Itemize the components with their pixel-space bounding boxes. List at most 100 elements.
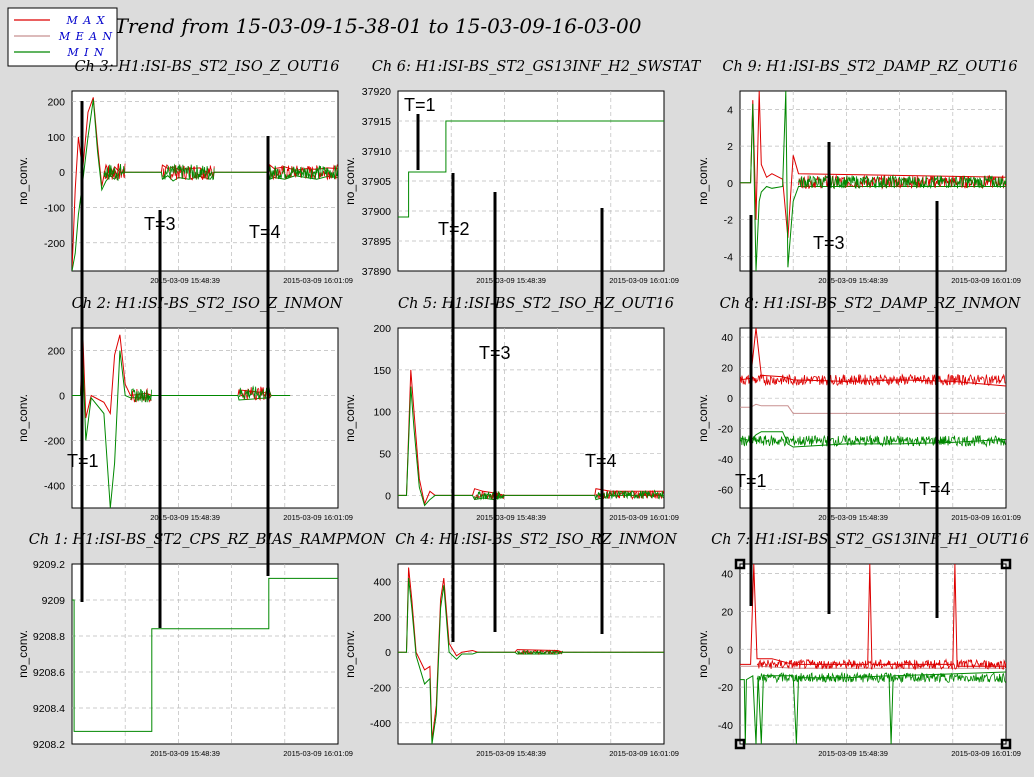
y-tick-label: 400 (373, 577, 391, 589)
x-tick-label: 2015-03-09 16:01:09 (609, 749, 679, 758)
x-tick-label: 2015-03-09 16:01:09 (283, 513, 353, 522)
y-tick-label: 9208.8 (33, 631, 65, 643)
y-tick-label: 9208.4 (33, 703, 65, 715)
y-tick-label: 0 (385, 647, 391, 659)
plot-area (397, 327, 665, 509)
series-min-line (398, 386, 664, 507)
chart-5: Ch 5: H1:ISI-BS_ST2_ISO_RZ_OUT16 200 150 10… (343, 296, 679, 522)
marker-label: T=3 (479, 343, 511, 363)
y-tick-label: 100 (47, 132, 65, 144)
y-tick-label: 37900 (362, 206, 391, 218)
selection-handle (1000, 558, 1012, 570)
chart-6: Ch 8: H1:ISI-BS_ST2_DAMP_RZ_INMON 40 20 0 -2… (696, 296, 1022, 522)
y-tick-label: 200 (373, 612, 391, 624)
legend-box (7, 7, 118, 67)
main-title: Trend from 15-03-09-15-38-01 to 15-03-09… (115, 14, 642, 38)
y-tick-label: 200 (47, 346, 65, 358)
x-tick-label: 2015-03-09 15:48:39 (818, 749, 888, 758)
chart-title: Ch 7: H1:ISI-BS_ST2_GS13INF_H1_OUT16 (711, 532, 1029, 548)
marker-label: T=3 (144, 214, 176, 234)
y-tick-label: 9208.6 (33, 667, 65, 679)
series-min-line (72, 350, 291, 508)
y-tick-label: 2 (727, 141, 733, 153)
y-axis-label: no_conv. (343, 157, 357, 205)
chart-1: Ch 3: H1:ISI-BS_ST2_ISO_Z_OUT16 200 100 0 -1… (16, 59, 353, 285)
data-layer (72, 328, 291, 508)
series-min-noise (740, 434, 1006, 448)
series-max-noise (103, 163, 126, 181)
y-tick-label: -40 (718, 720, 733, 732)
y-tick-label: 0 (727, 393, 733, 405)
y-tick-label: 0 (727, 644, 733, 656)
chart-3: Ch 9: H1:ISI-BS_ST2_DAMP_RZ_OUT16 4 2 0 -2 -4… (696, 59, 1021, 285)
data-layer (72, 577, 338, 732)
y-tick-label: 150 (373, 365, 391, 377)
y-axis-label: no_conv. (16, 157, 30, 205)
data-layer (72, 97, 338, 271)
chart-title: Ch 1: H1:ISI-BS_ST2_CPS_RZ_BIAS_RAMPMON (29, 532, 387, 548)
y-tick-label: 37905 (362, 176, 391, 188)
data-layer (740, 328, 1006, 448)
y-tick-label: 20 (721, 606, 733, 618)
y-tick-label: -2 (724, 215, 733, 227)
chart-2: Ch 6: H1:ISI-BS_ST2_GS13INF_H2_SWSTAT 379… (343, 59, 702, 285)
chart-9: Ch 7: H1:ISI-BS_ST2_GS13INF_H1_OUT16 40 20… (696, 532, 1029, 758)
series-min-line (72, 99, 338, 271)
x-tick-label: 2015-03-09 16:01:09 (951, 749, 1021, 758)
y-axis-label: no_conv. (16, 394, 30, 442)
marker-label: T=2 (438, 219, 470, 239)
y-tick-label: 9209.2 (33, 559, 65, 571)
x-tick-label: 2015-03-09 16:01:09 (951, 513, 1021, 522)
x-tick-label: 2015-03-09 15:48:39 (476, 513, 546, 522)
plot-area (71, 327, 339, 509)
series-min-noise (595, 489, 664, 500)
y-tick-label: 0 (59, 167, 65, 179)
data-layer (740, 91, 1006, 271)
series-min-noise (162, 163, 215, 181)
y-tick-label: 37915 (362, 116, 391, 128)
series-max-line (740, 564, 1006, 667)
legend-label-max: M A X (65, 14, 105, 27)
series-mean-line (740, 403, 1006, 414)
series-min-noise (268, 165, 338, 180)
chart-title: Ch 3: H1:ISI-BS_ST2_ISO_Z_OUT16 (74, 59, 339, 75)
x-tick-label: 2015-03-09 16:01:09 (609, 276, 679, 285)
series-min-noise (130, 388, 152, 403)
series-min-line (398, 120, 664, 218)
x-tick-label: 2015-03-09 16:01:09 (951, 276, 1021, 285)
plot-area (71, 563, 339, 745)
plot-area (739, 327, 1007, 509)
y-tick-label: 20 (721, 363, 733, 375)
series-min-noise (103, 164, 126, 182)
y-tick-label: -20 (718, 424, 733, 436)
series-min-noise (238, 385, 272, 400)
plot-area (71, 90, 339, 272)
data-layer (398, 567, 664, 744)
y-tick-label: 40 (721, 568, 733, 580)
y-tick-label: -200 (370, 683, 391, 695)
y-tick-label: -200 (44, 238, 65, 250)
legend-label-min: M I N (66, 46, 104, 59)
series-min-noise (756, 671, 1006, 684)
x-tick-label: 2015-03-09 15:48:39 (476, 749, 546, 758)
x-tick-label: 2015-03-09 15:48:39 (150, 513, 220, 522)
series-min-noise (798, 174, 1006, 190)
data-layer (740, 564, 1006, 744)
chart-title: Ch 8: H1:ISI-BS_ST2_DAMP_RZ_INMON (720, 296, 1022, 312)
y-tick-label: 9209 (42, 595, 66, 607)
y-tick-label: -400 (370, 718, 391, 730)
x-tick-label: 2015-03-09 16:01:09 (609, 513, 679, 522)
y-tick-label: 100 (373, 407, 391, 419)
series-min-line (72, 577, 338, 732)
data-layer (398, 120, 664, 218)
series-min-line (740, 91, 1006, 271)
chart-7: Ch 1: H1:ISI-BS_ST2_CPS_RZ_BIAS_RAMPMON 9… (16, 532, 387, 758)
series-min-noise (474, 491, 505, 501)
y-tick-label: -4 (724, 251, 733, 263)
series-min-noise (517, 649, 563, 655)
y-tick-label: -200 (44, 436, 65, 448)
y-tick-label: 40 (721, 332, 733, 344)
series-max-line (72, 328, 291, 419)
chart-title: Ch 4: H1:ISI-BS_ST2_ISO_RZ_INMON (395, 532, 678, 548)
